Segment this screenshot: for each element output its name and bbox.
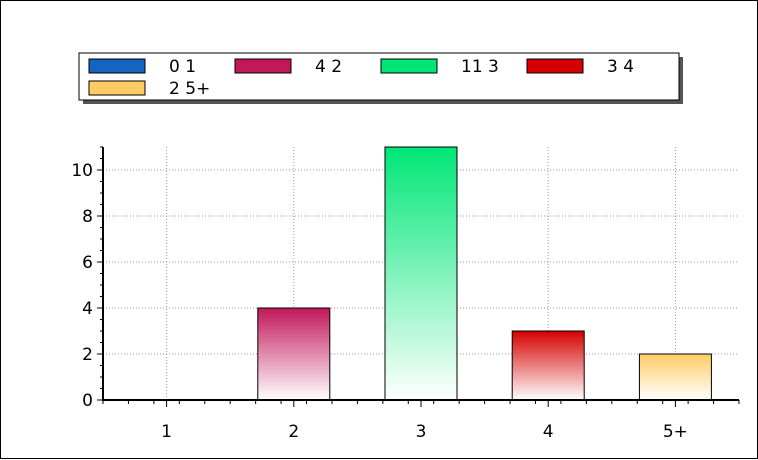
x-tick-label: 1 [161,422,172,442]
y-tick-label: 6 [82,253,93,273]
legend-swatch [526,58,584,74]
legend-swatch [380,58,438,74]
x-tick-label: 5+ [663,422,688,442]
bar-2 [257,307,331,401]
bar-3 [384,146,458,401]
y-tick-label: 2 [82,345,93,365]
x-tick-label: 4 [543,422,554,442]
legend-items: 0 1 4 2 11 3 3 4 2 5+ [88,57,634,99]
legend-label: 2 5+ [169,79,210,99]
legend-item: 3 4 [526,57,634,77]
y-tick-label: 0 [82,391,93,411]
legend-label: 11 3 [461,57,499,77]
legend-item: 4 2 [234,57,342,77]
x-tick-label: 2 [288,422,299,442]
y-axis-ticks: 0 2 4 6 8 10 [71,146,103,411]
bars [257,146,712,401]
y-tick-label: 10 [71,161,93,181]
legend-item: 0 1 [88,57,196,77]
legend-label: 0 1 [169,57,196,77]
bar-5+ [638,353,712,401]
x-axis-ticks: 1 2 3 4 5+ [102,400,740,442]
x-tick-label: 3 [416,422,427,442]
legend-label: 3 4 [607,57,634,77]
legend: 0 1 4 2 11 3 3 4 2 5+ [78,52,683,104]
y-tick-label: 4 [82,299,93,319]
legend-swatch [88,58,146,74]
legend-item: 2 5+ [88,79,210,99]
y-tick-label: 8 [82,207,93,227]
legend-label: 4 2 [315,57,342,77]
legend-swatch [88,80,146,96]
legend-item: 11 3 [380,57,499,77]
bar-4 [511,330,585,401]
legend-swatch [234,58,292,74]
